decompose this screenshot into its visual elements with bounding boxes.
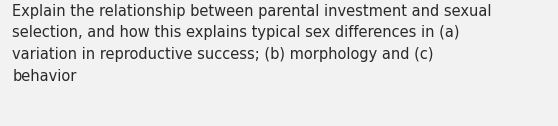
Text: Explain the relationship between parental investment and sexual
selection, and h: Explain the relationship between parenta… (12, 4, 492, 84)
